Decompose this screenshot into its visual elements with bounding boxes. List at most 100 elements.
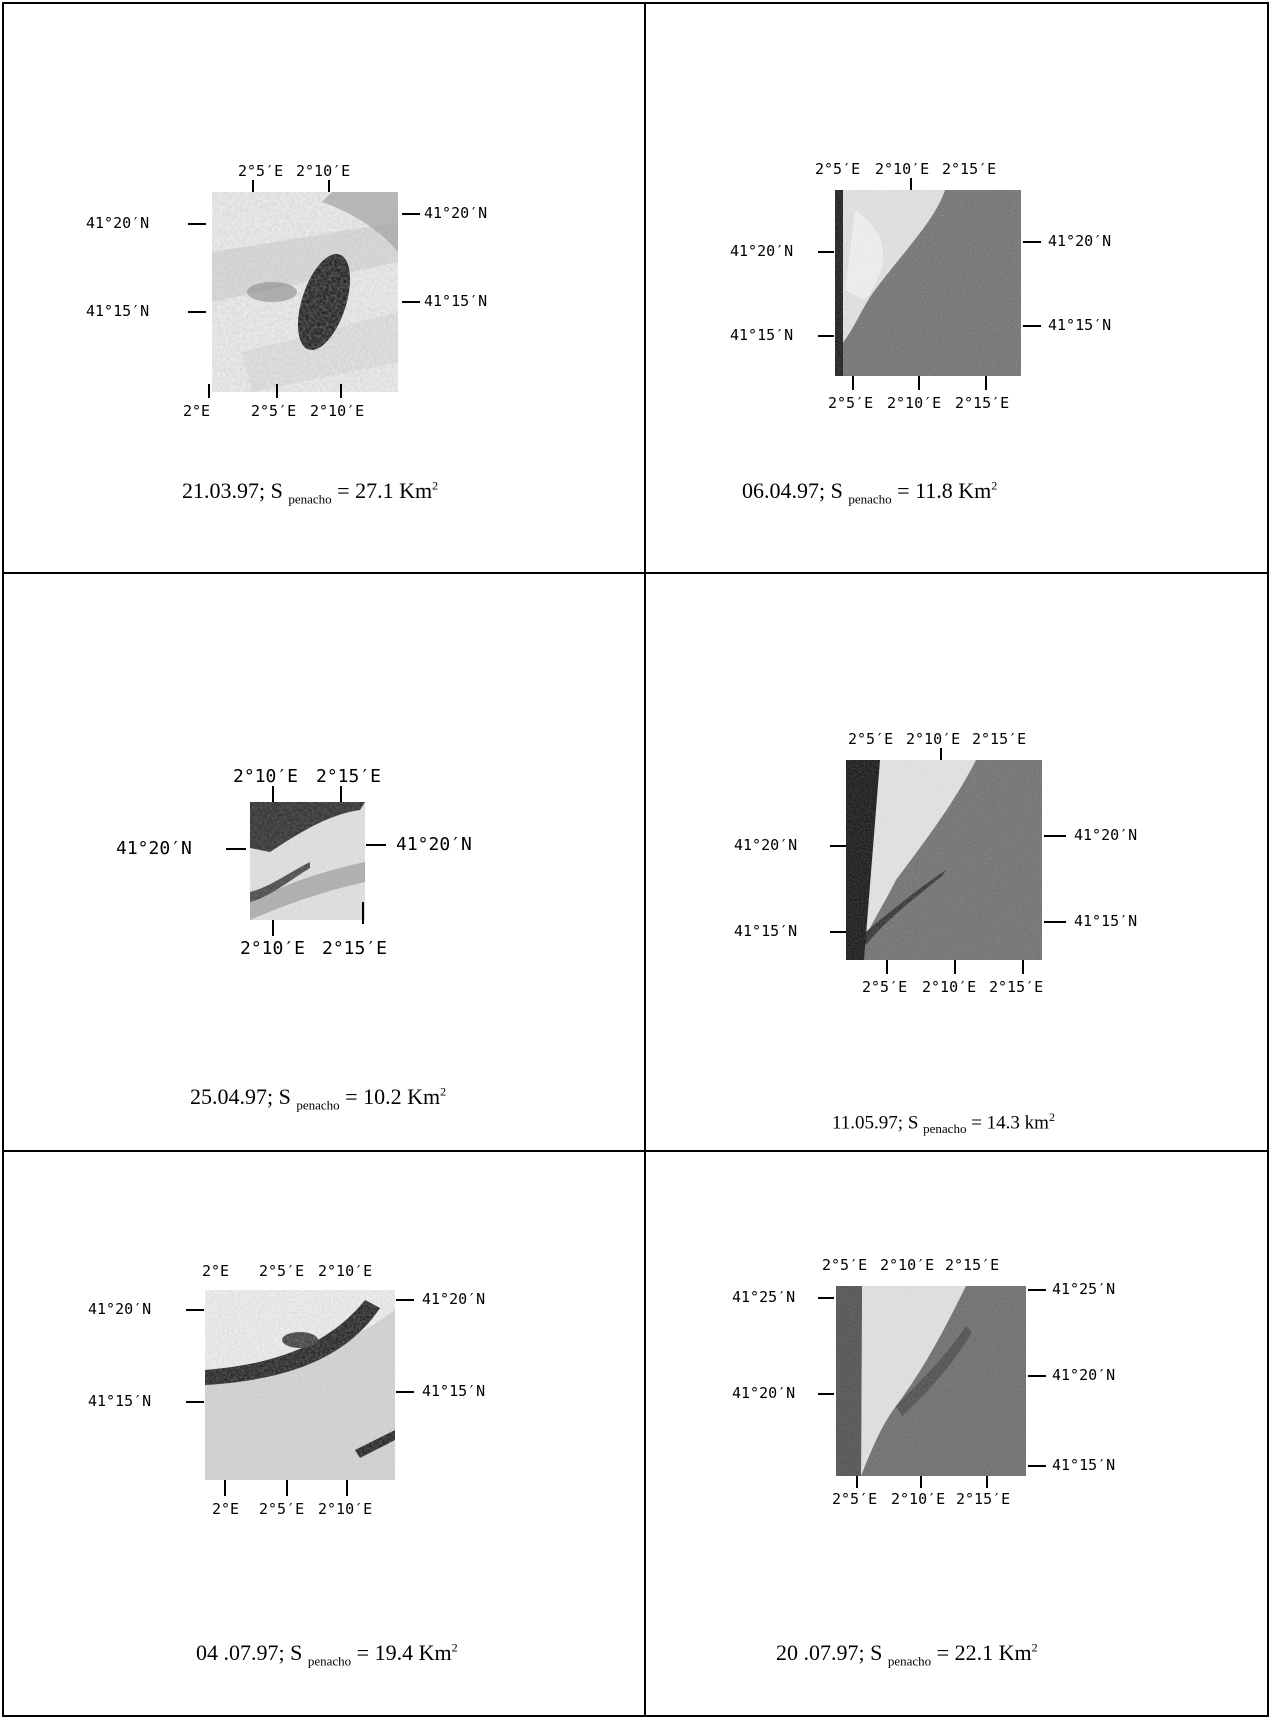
- right-lat-label: 41°20′N: [396, 834, 472, 855]
- sar-image-3: [250, 802, 365, 920]
- bottom-lon-label: 2°10′E: [318, 1500, 373, 1518]
- bottom-lon-label: 2°15′E: [955, 394, 1010, 412]
- tick: [224, 1480, 226, 1496]
- left-lat-label: 41°15′N: [88, 1392, 152, 1410]
- right-lat-label: 41°20′N: [424, 204, 488, 222]
- bottom-lon-label: 2°5′E: [832, 1490, 878, 1508]
- tick: [818, 1297, 834, 1299]
- top-lon-label: 2°10′E: [233, 766, 299, 787]
- right-lat-label: 41°15′N: [1048, 316, 1112, 334]
- sar-image-1: [212, 192, 398, 392]
- right-lat-label: 41°20′N: [1074, 826, 1138, 844]
- right-lat-label: 41°20′N: [1052, 1366, 1116, 1384]
- tick: [186, 1309, 204, 1311]
- sar-image-2: [835, 190, 1021, 376]
- tick: [226, 848, 246, 850]
- tick: [1044, 921, 1066, 923]
- tick: [396, 1391, 414, 1393]
- right-lat-label: 41°15′N: [1052, 1456, 1116, 1474]
- tick: [186, 1401, 204, 1403]
- tick: [918, 376, 920, 390]
- right-lat-label: 41°15′N: [1074, 912, 1138, 930]
- row-divider: [4, 1150, 1267, 1152]
- bottom-lon-label: 2°10′E: [240, 938, 306, 959]
- bottom-lon-label: 2°5′E: [251, 402, 297, 420]
- top-lon-label: 2°10′E: [296, 162, 351, 180]
- left-lat-label: 41°20′N: [86, 214, 150, 232]
- caption-1: 21.03.97; S penacho = 27.1 Km2: [182, 478, 439, 507]
- bottom-lon-label: 2°E: [183, 402, 211, 420]
- top-lon-label: 2°10′E: [880, 1256, 935, 1274]
- bottom-lon-label: 2°10′E: [887, 394, 942, 412]
- tick: [1028, 1289, 1046, 1291]
- tick: [340, 786, 342, 802]
- top-lon-label: 2°E: [202, 1262, 230, 1280]
- bottom-lon-label: 2°5′E: [259, 1500, 305, 1518]
- top-lon-label: 2°10′E: [318, 1262, 373, 1280]
- top-lon-label: 2°5′E: [848, 730, 894, 748]
- left-lat-label: 41°25′N: [732, 1288, 796, 1306]
- left-lat-label: 41°15′N: [734, 922, 798, 940]
- right-lat-label: 41°25′N: [1052, 1280, 1116, 1298]
- tick: [286, 1480, 288, 1496]
- tick: [1028, 1465, 1046, 1467]
- tick: [940, 748, 942, 760]
- tick: [276, 384, 278, 398]
- tick: [1044, 835, 1066, 837]
- tick: [252, 180, 254, 192]
- bottom-lon-label: 2°10′E: [310, 402, 365, 420]
- caption-3: 25.04.97; S penacho = 10.2 Km2: [190, 1084, 447, 1113]
- tick: [1022, 960, 1024, 974]
- sar-image-4: [846, 760, 1042, 960]
- tick: [920, 1476, 922, 1488]
- bottom-lon-label: 2°15′E: [989, 978, 1044, 996]
- tick: [1028, 1375, 1046, 1377]
- right-lat-label: 41°15′N: [422, 1382, 486, 1400]
- tick: [340, 384, 342, 398]
- bottom-lon-label: 2°10′E: [891, 1490, 946, 1508]
- bottom-lon-label: 2°15′E: [322, 938, 388, 959]
- tick: [986, 1476, 988, 1488]
- tick: [818, 251, 834, 253]
- tick: [272, 920, 274, 936]
- tick: [830, 931, 846, 933]
- caption-6: 20 .07.97; S penacho = 22.1 Km2: [776, 1640, 1038, 1669]
- tick: [985, 376, 987, 390]
- bottom-lon-label: 2°10′E: [922, 978, 977, 996]
- tick: [362, 902, 364, 924]
- sar-image-6: [836, 1286, 1026, 1476]
- tick: [402, 301, 420, 303]
- tick: [818, 335, 834, 337]
- caption-5: 04 .07.97; S penacho = 19.4 Km2: [196, 1640, 458, 1669]
- right-lat-label: 41°20′N: [422, 1290, 486, 1308]
- left-lat-label: 41°20′N: [732, 1384, 796, 1402]
- tick: [208, 384, 210, 398]
- bottom-lon-label: 2°5′E: [828, 394, 874, 412]
- top-lon-label: 2°5′E: [238, 162, 284, 180]
- tick: [1023, 241, 1041, 243]
- caption-4: 11.05.97; S penacho = 14.3 km2: [832, 1110, 1055, 1137]
- column-divider: [644, 4, 646, 1715]
- tick: [886, 960, 888, 974]
- bottom-lon-label: 2°5′E: [862, 978, 908, 996]
- tick: [328, 180, 330, 192]
- top-lon-label: 2°15′E: [316, 766, 382, 787]
- top-lon-label: 2°15′E: [942, 160, 997, 178]
- left-lat-label: 41°20′N: [116, 838, 192, 859]
- left-lat-label: 41°20′N: [734, 836, 798, 854]
- right-lat-label: 41°20′N: [1048, 232, 1112, 250]
- tick: [396, 1299, 414, 1301]
- top-lon-label: 2°10′E: [906, 730, 961, 748]
- top-lon-label: 2°15′E: [945, 1256, 1000, 1274]
- tick: [1023, 325, 1041, 327]
- tick: [830, 845, 846, 847]
- tick: [366, 844, 386, 846]
- tick: [188, 311, 206, 313]
- tick: [852, 376, 854, 390]
- top-lon-label: 2°5′E: [822, 1256, 868, 1274]
- sar-image-5: [205, 1290, 395, 1480]
- bottom-lon-label: 2°15′E: [956, 1490, 1011, 1508]
- tick: [954, 960, 956, 974]
- tick: [402, 213, 420, 215]
